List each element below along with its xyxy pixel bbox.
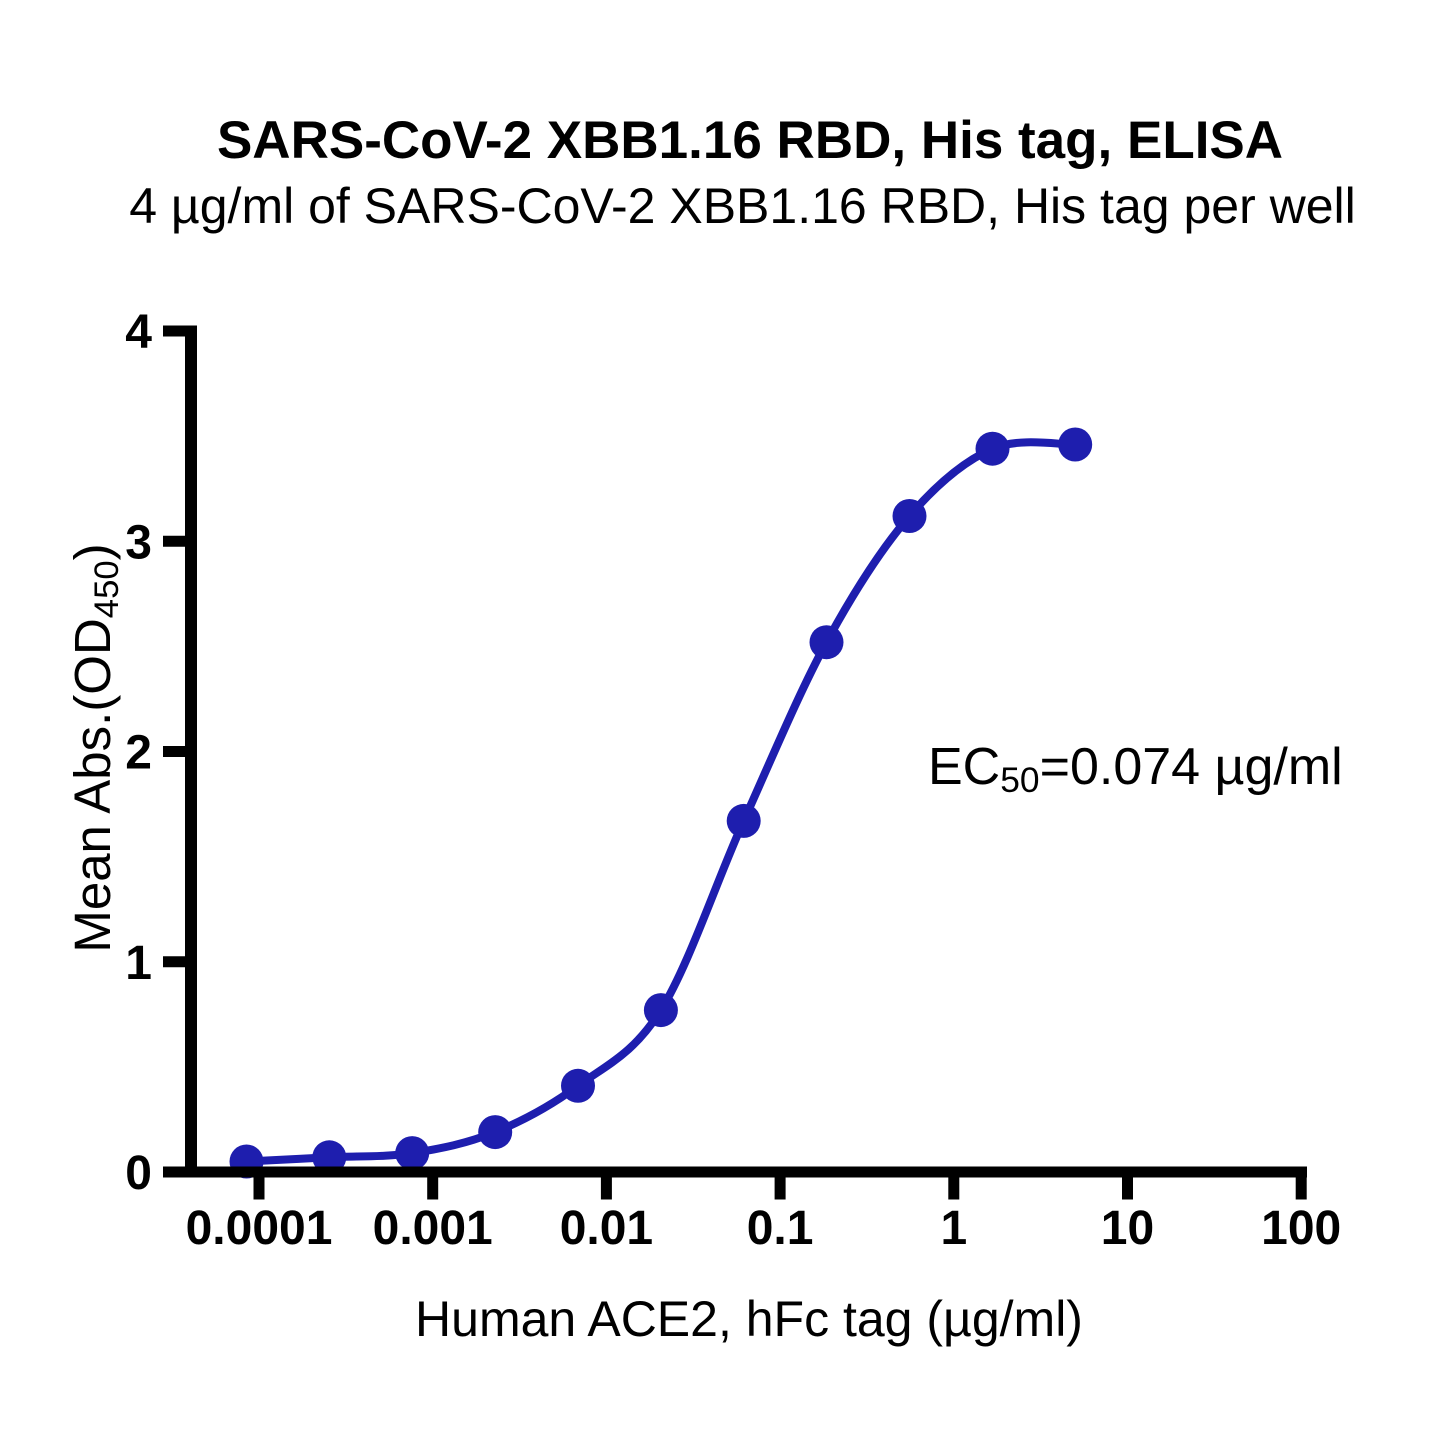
y-tick-label: 1 — [125, 937, 152, 990]
x-tick-label: 0.001 — [373, 1202, 493, 1255]
data-point — [561, 1068, 595, 1103]
chart-title: SARS-CoV-2 XBB1.16 RBD, His tag, ELISA — [216, 111, 1284, 170]
x-tick-label: 0.0001 — [186, 1202, 333, 1255]
x-axis-label: Human ACE2, hFc tag (µg/ml) — [415, 1291, 1083, 1347]
data-point — [975, 431, 1010, 466]
x-tick-label: 100 — [1261, 1202, 1341, 1255]
x-tick-label: 1 — [940, 1202, 967, 1255]
ec50-annotation: EC50=0.074 µg/ml — [928, 737, 1343, 801]
y-axis-label-subscript: 450 — [87, 560, 126, 619]
data-point — [312, 1140, 347, 1175]
data-point — [892, 499, 927, 533]
data-point — [395, 1136, 430, 1171]
x-tick-label: 10 — [1101, 1202, 1154, 1255]
y-axis-label-suffix: ) — [64, 543, 122, 561]
data-point — [478, 1115, 513, 1150]
y-axis-label: Mean Abs.(OD450) — [63, 543, 127, 952]
x-tick-label: 0.01 — [560, 1202, 653, 1255]
data-point — [809, 625, 844, 660]
data-point — [726, 803, 761, 838]
y-axis-label-prefix: Mean Abs.(OD — [64, 618, 122, 953]
dose-response-curve — [242, 438, 1080, 1166]
ec50-value: =0.074 µg/ml — [1039, 738, 1343, 796]
chart-subtitle: 4 µg/ml of SARS-CoV-2 XBB1.16 RBD, His t… — [129, 178, 1356, 234]
data-point — [1058, 427, 1093, 462]
y-tick-label: 0 — [125, 1147, 152, 1200]
ec50-prefix: EC — [928, 738, 1001, 796]
y-tick-label: 2 — [125, 727, 152, 780]
y-tick-label: 3 — [125, 516, 152, 569]
ec50-subscript: 50 — [1000, 760, 1040, 800]
x-tick-label: 0.1 — [747, 1202, 814, 1255]
y-tick-label: 4 — [125, 306, 152, 359]
data-point — [643, 993, 678, 1028]
